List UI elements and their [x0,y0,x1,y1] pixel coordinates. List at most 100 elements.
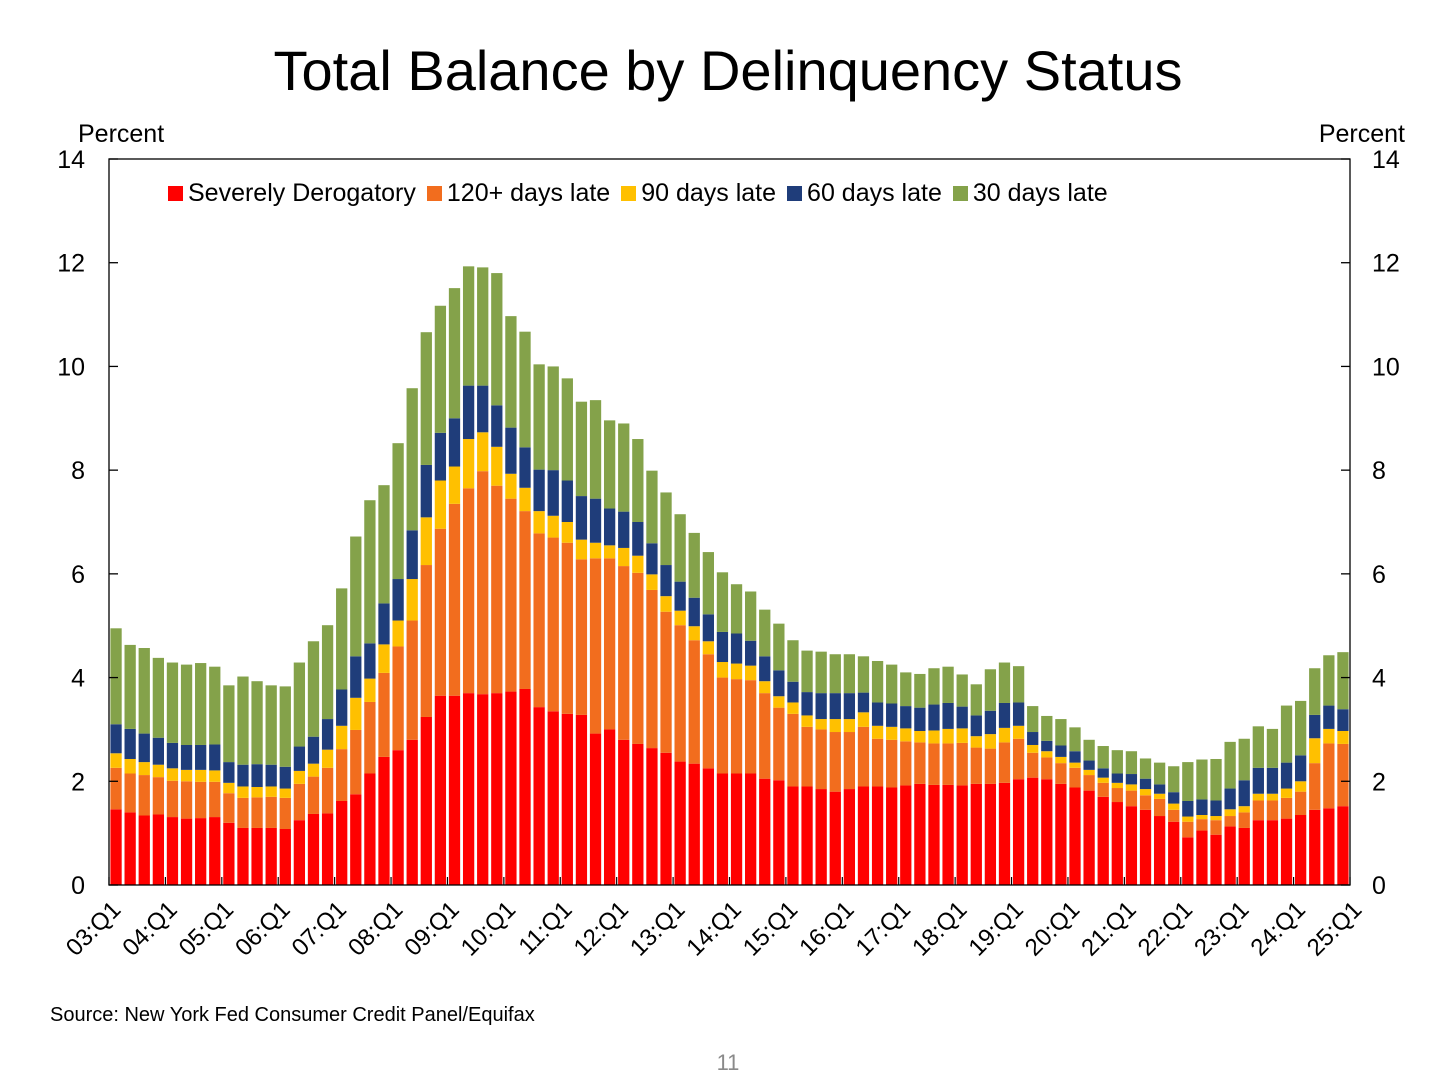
bar-90-days-late-4 [166,768,179,781]
bar-severely-derogatory-32 [561,713,573,885]
bar-severely-derogatory-84 [1295,814,1307,885]
bar-120-days-late-51 [829,732,841,792]
bar-90-days-late-31 [547,515,559,538]
bar-severely-derogatory-15 [321,813,334,885]
bar-severely-derogatory-60 [956,785,968,885]
bar-severely-derogatory-58 [928,784,940,885]
bar-90-days-late-56 [900,728,912,742]
bar-120-days-late-76 [1182,821,1194,838]
bar-120-days-late-12 [279,797,291,829]
bar-60-days-late-19 [378,603,390,645]
bar-30-days-late-35 [603,420,616,509]
bar-severely-derogatory-38 [646,748,658,885]
bar-severely-derogatory-34 [589,733,602,885]
bar-severely-derogatory-1 [124,812,136,885]
bar-120-days-late-16 [336,749,348,801]
bar-severely-derogatory-77 [1196,830,1208,885]
bar-30-days-late-76 [1182,762,1194,801]
legend-swatch-60-days-late [787,186,803,201]
bar-60-days-late-1 [124,728,136,759]
left-y-tick-label-10: 10 [57,353,85,381]
bar-60-days-late-54 [871,702,884,726]
bar-120-days-late-48 [787,713,799,787]
bar-120-days-late-33 [575,559,588,715]
bar-severely-derogatory-31 [547,711,559,885]
bar-severely-derogatory-79 [1224,826,1236,885]
bar-120-days-late-35 [603,558,616,730]
bar-90-days-late-64 [1012,725,1025,739]
bar-30-days-late-81 [1252,726,1264,768]
bar-120-days-late-52 [843,732,856,790]
right-y-tick-label-8: 8 [1372,457,1386,485]
bar-90-days-late-50 [815,719,827,730]
bar-severely-derogatory-53 [857,786,870,885]
bar-60-days-late-73 [1139,778,1152,790]
bar-60-days-late-41 [688,597,700,627]
bar-severely-derogatory-72 [1125,806,1138,885]
bar-30-days-late-2 [138,648,150,734]
legend-label-60-days-late: 60 days late [807,179,942,207]
bar-30-days-late-68 [1069,727,1081,752]
bar-60-days-late-5 [180,744,193,770]
bar-120-days-late-55 [886,739,898,788]
legend-label-120-days-late: 120+ days late [446,179,611,207]
bar-60-days-late-13 [293,746,306,771]
x-tick-label-20:Q1: 20:Q1 [1020,896,1085,961]
bar-30-days-late-64 [1012,666,1025,703]
bar-60-days-late-86 [1323,705,1335,729]
bar-60-days-late-60 [956,706,968,729]
bar-90-days-late-6 [195,769,207,782]
bar-90-days-late-25 [462,439,475,489]
bar-30-days-late-37 [632,439,644,522]
bar-severely-derogatory-44 [730,773,743,885]
bar-90-days-late-18 [364,678,376,702]
bar-120-days-late-18 [364,701,376,774]
bar-60-days-late-40 [674,581,686,611]
bar-severely-derogatory-48 [787,786,799,885]
bar-30-days-late-22 [420,332,432,465]
bar-severely-derogatory-35 [603,729,616,885]
bar-120-days-late-39 [660,611,672,753]
bar-60-days-late-57 [914,707,926,731]
bar-30-days-late-20 [392,443,404,580]
bar-severely-derogatory-78 [1210,834,1222,885]
bar-60-days-late-12 [279,766,291,789]
legend-item-60-days-late: 60 days late [787,179,942,208]
bar-120-days-late-71 [1111,788,1123,803]
bar-60-days-late-15 [321,719,334,750]
bar-90-days-late-76 [1182,816,1194,822]
bar-60-days-late-63 [998,702,1011,728]
source-note: Source: New York Fed Consumer Credit Pan… [50,1004,535,1026]
bar-severely-derogatory-18 [364,773,376,885]
bar-60-days-late-80 [1238,780,1250,807]
x-tick-label-15:Q1: 15:Q1 [738,896,803,961]
bar-30-days-late-75 [1168,766,1180,793]
bar-120-days-late-84 [1295,791,1307,815]
x-tick-label-18:Q1: 18:Q1 [907,896,972,961]
bar-90-days-late-41 [688,626,700,641]
bar-90-days-late-43 [716,662,729,678]
bar-30-days-late-86 [1323,655,1335,706]
bar-90-days-late-37 [632,555,644,573]
bar-90-days-late-54 [871,725,884,739]
bar-30-days-late-74 [1153,762,1166,785]
bar-30-days-late-72 [1125,751,1138,775]
bar-120-days-late-58 [928,743,940,785]
bar-120-days-late-0 [110,767,122,810]
x-tick-label-10:Q1: 10:Q1 [456,896,521,961]
bar-60-days-late-51 [829,693,841,720]
bar-90-days-late-51 [829,719,841,733]
x-tick-label-21:Q1: 21:Q1 [1076,896,1141,961]
bar-30-days-late-53 [857,656,870,693]
bar-120-days-late-43 [716,677,729,774]
bar-60-days-late-78 [1210,800,1222,817]
bar-90-days-late-86 [1323,728,1335,744]
bar-30-days-late-61 [970,684,982,716]
left-y-tick-label-12: 12 [57,250,85,278]
bar-severely-derogatory-24 [448,695,461,885]
bar-severely-derogatory-74 [1153,816,1166,885]
bar-60-days-late-11 [265,764,277,787]
right-y-tick-label-2: 2 [1372,768,1386,796]
bar-severely-derogatory-17 [350,794,362,885]
bar-90-days-late-39 [660,596,672,612]
